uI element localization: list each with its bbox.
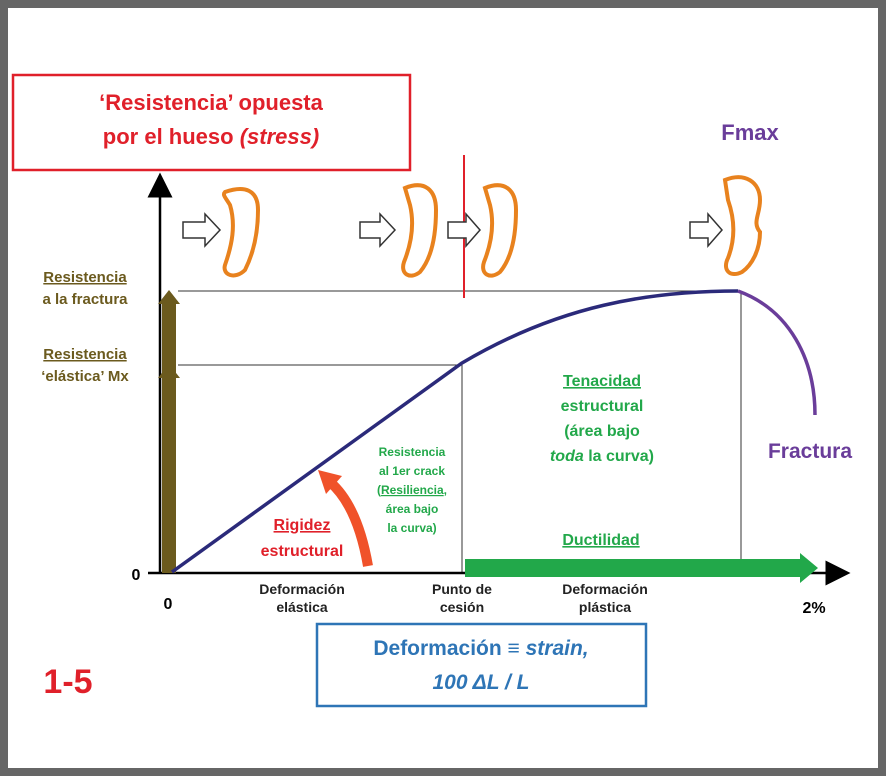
- label: ‘elástica’ Mx: [41, 368, 129, 385]
- label: Punto de: [432, 581, 492, 597]
- text: por el hueso: [103, 124, 240, 149]
- text: strain,: [526, 637, 589, 660]
- label: plástica: [579, 599, 631, 615]
- strain-box-line: Deformación ≡ strain,: [373, 637, 588, 660]
- x-origin: 0: [164, 596, 173, 613]
- text: toda: [550, 448, 584, 465]
- label: (Resiliencia,: [377, 483, 447, 497]
- label: a la fractura: [42, 291, 128, 308]
- text: ,: [444, 483, 447, 497]
- text: (stress): [240, 124, 319, 149]
- label: Deformación: [562, 581, 648, 597]
- text: Deformación ≡: [373, 637, 525, 660]
- stress-box-line: por el hueso (stress): [103, 124, 319, 149]
- label: Resistencia: [43, 346, 127, 363]
- fracture-label: Fractura: [768, 440, 852, 463]
- y-origin: 0: [132, 567, 141, 584]
- diagram: ‘Resistencia’ opuesta por el hueso (stre…: [0, 0, 886, 776]
- label: Rigidez: [274, 517, 331, 534]
- label: área bajo: [386, 502, 439, 516]
- label: toda la curva): [550, 448, 654, 465]
- fmax-label: Fmax: [721, 120, 779, 145]
- x-end: 2%: [802, 600, 825, 617]
- label: Resistencia: [379, 445, 446, 459]
- label: Deformación: [259, 581, 345, 597]
- label: (área bajo: [564, 423, 640, 440]
- label: estructural: [561, 398, 644, 415]
- label: la curva): [387, 521, 436, 535]
- strain-box-line: 100 ΔL / L: [433, 671, 530, 694]
- label: Tenacidad: [563, 373, 641, 390]
- stress-box-line: ‘Resistencia’ opuesta: [99, 90, 324, 115]
- ductility-label: Ductilidad: [562, 532, 639, 549]
- text: la curva): [584, 448, 654, 465]
- label: cesión: [440, 599, 484, 615]
- label: estructural: [261, 543, 344, 560]
- label: al 1er crack: [379, 464, 445, 478]
- text: Resiliencia: [381, 483, 444, 497]
- label: elástica: [276, 599, 328, 615]
- resilience-label: Resistencia al 1er crack (Resiliencia, á…: [377, 445, 447, 535]
- figure-number: 1-5: [43, 663, 92, 701]
- label: Resistencia: [43, 269, 127, 286]
